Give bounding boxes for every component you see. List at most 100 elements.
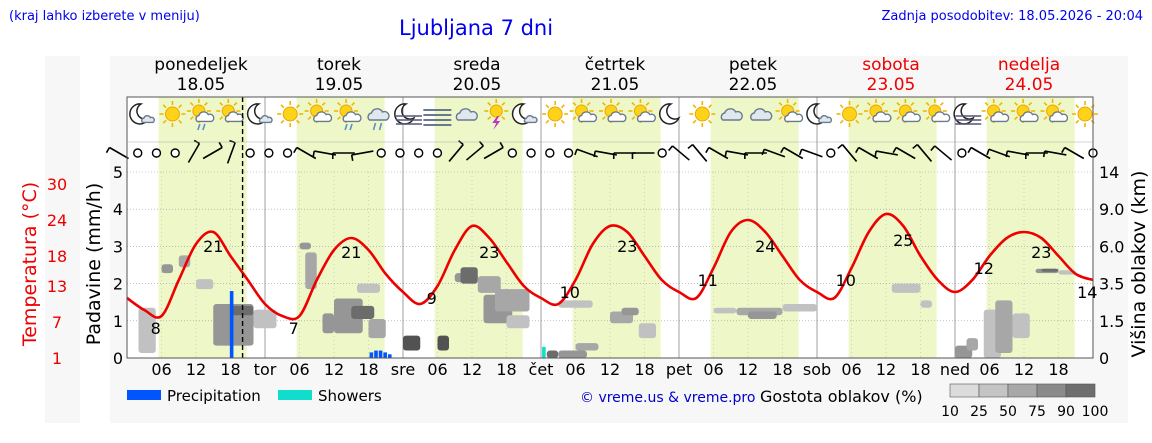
cloud-shape bbox=[141, 115, 155, 124]
sun-disc bbox=[164, 106, 180, 122]
sun-ray bbox=[487, 101, 492, 106]
sun-ray bbox=[896, 101, 901, 106]
rain-bar bbox=[387, 354, 392, 358]
night-icon bbox=[659, 103, 681, 125]
temperature-label: 23 bbox=[1031, 243, 1051, 262]
cloud-density-swatch bbox=[1007, 383, 1038, 398]
page-title: Ljubljana 7 dni bbox=[399, 16, 554, 40]
wind-barb-flag bbox=[218, 141, 223, 148]
cloud-cell bbox=[403, 335, 421, 351]
sun-ray bbox=[692, 119, 697, 124]
day-date: 18.05 bbox=[177, 75, 226, 95]
cloud-cell bbox=[495, 289, 530, 312]
sun-ray bbox=[1075, 104, 1080, 109]
moon-shape bbox=[659, 103, 681, 125]
sun-cloud-rain-icon bbox=[334, 99, 362, 131]
day-date: 22.05 bbox=[729, 75, 778, 95]
x-day-label: čet bbox=[529, 360, 554, 379]
sun-ray bbox=[896, 116, 901, 121]
temperature-tick-label: 13 bbox=[47, 277, 67, 296]
rain-bar bbox=[369, 352, 374, 358]
day-name: sobota bbox=[862, 55, 920, 75]
rain-bar bbox=[378, 350, 383, 358]
sun-ray bbox=[233, 101, 238, 106]
sun-ray bbox=[280, 119, 285, 124]
wind-barb bbox=[895, 146, 916, 160]
temperature-label: 14 bbox=[1077, 283, 1097, 302]
cloud-cell bbox=[621, 307, 639, 316]
sun-ray bbox=[307, 116, 312, 121]
night-fog-icon bbox=[394, 103, 422, 125]
cloud-cell bbox=[546, 350, 559, 358]
cloud-shape bbox=[1049, 111, 1069, 123]
cloud-density-swatch bbox=[978, 383, 1009, 398]
sun-ray bbox=[307, 101, 312, 106]
rain-bar bbox=[383, 352, 387, 358]
cloud-shape bbox=[578, 111, 598, 123]
cloud-cell bbox=[161, 264, 173, 274]
cloud-cell bbox=[995, 300, 1013, 354]
x-hour-label: 12 bbox=[186, 360, 206, 379]
wind-barb-flag bbox=[1042, 150, 1046, 158]
wind-barb bbox=[691, 144, 708, 162]
wind-calm-marker bbox=[245, 148, 255, 158]
temperature-label: 11 bbox=[698, 271, 718, 290]
wind-calm-marker bbox=[563, 148, 574, 158]
sun-ray bbox=[984, 101, 989, 106]
precipitation-legend-swatch bbox=[127, 390, 161, 400]
sun-icon bbox=[689, 101, 716, 127]
wind-barb bbox=[226, 142, 236, 164]
sun-cloud-icon bbox=[569, 99, 598, 123]
cloud-shape bbox=[931, 111, 951, 123]
sun-ray bbox=[337, 101, 341, 106]
rain-bar bbox=[229, 291, 234, 358]
x-hour-label: 12 bbox=[600, 360, 620, 379]
day-name: ponedeljek bbox=[154, 55, 248, 75]
wind-barb-flag bbox=[350, 154, 354, 161]
cloud-shape bbox=[901, 111, 921, 123]
cloud-cell bbox=[506, 315, 530, 329]
shower-bar bbox=[542, 346, 546, 358]
sun-ray bbox=[321, 101, 326, 106]
cloud-height-tick-label: 3.5 bbox=[1099, 275, 1124, 294]
precipitation-legend-label: Precipitation bbox=[167, 387, 261, 405]
wind-barb bbox=[934, 145, 953, 161]
sun-ray bbox=[1057, 101, 1062, 106]
temperature-tick-label: 7 bbox=[52, 313, 62, 332]
wind-barb bbox=[671, 145, 690, 161]
cloud-icon bbox=[750, 108, 773, 121]
sun-ray bbox=[219, 116, 224, 121]
sun-ray bbox=[866, 116, 871, 121]
temperature-label: 25 bbox=[893, 231, 913, 250]
cloud-cell bbox=[460, 267, 478, 284]
sun-ray bbox=[203, 101, 208, 106]
wind-calm-marker bbox=[432, 148, 443, 158]
cloud-shape bbox=[367, 108, 390, 121]
wind-calm-marker bbox=[657, 148, 667, 158]
sun-cloud-icon bbox=[628, 99, 657, 123]
sun-icon bbox=[277, 101, 304, 127]
sun-ray bbox=[501, 116, 506, 121]
lightning-bolt bbox=[492, 116, 501, 130]
sun-disc bbox=[282, 106, 298, 122]
wind-calm-marker bbox=[545, 148, 555, 158]
sun-ray bbox=[219, 101, 224, 106]
fog-icon bbox=[423, 109, 452, 126]
sun-ray bbox=[1014, 101, 1019, 106]
x-hour-label: 06 bbox=[427, 360, 447, 379]
rain-drop bbox=[197, 123, 201, 131]
cloud-shape bbox=[636, 111, 657, 123]
wind-barb-flag bbox=[574, 148, 578, 156]
sun-ray bbox=[631, 116, 636, 121]
sun-ray bbox=[189, 116, 194, 121]
x-hour-label: 06 bbox=[151, 360, 171, 379]
sun-ray bbox=[939, 101, 944, 106]
cloud-shape bbox=[1019, 111, 1039, 123]
wind-barb bbox=[483, 146, 504, 160]
rain-drop bbox=[378, 122, 383, 131]
region-hint[interactable]: (kraj lahko izberete v meniju) bbox=[9, 9, 200, 24]
x-hour-label: 06 bbox=[979, 360, 999, 379]
left-axis-panel bbox=[45, 56, 80, 423]
day-date: 20.05 bbox=[453, 75, 502, 95]
cloud-cell bbox=[368, 318, 386, 339]
